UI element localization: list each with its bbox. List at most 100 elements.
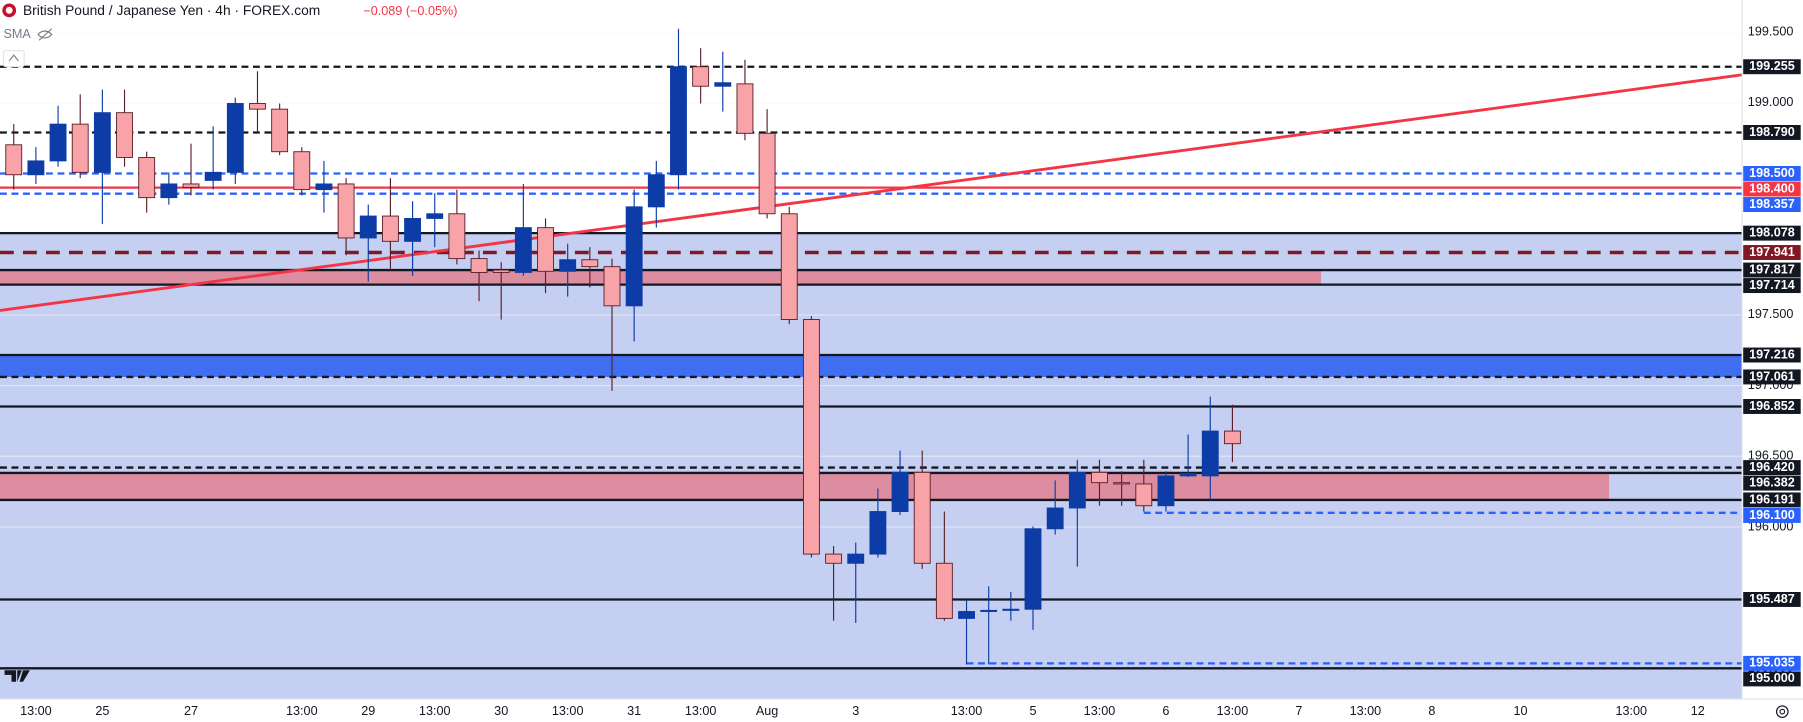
candle-body (670, 66, 687, 176)
candle-body (93, 112, 111, 173)
logo (4, 670, 30, 682)
level-label-box (1743, 591, 1801, 607)
settings-icon (1779, 708, 1786, 715)
price-change: −0.089 (−0.05%) (363, 4, 457, 18)
candle-body (913, 471, 931, 564)
indicator-label[interactable]: SMA (3, 27, 31, 41)
x-tick-label: 13:00 (20, 704, 52, 718)
level-label-box (1743, 245, 1801, 260)
candle-body (692, 66, 710, 87)
candle-body (1046, 507, 1064, 530)
candle-body (1002, 608, 1020, 611)
x-tick-label: 13:00 (1615, 704, 1647, 718)
header: British Pound / Japanese Yen · 4h · FORE… (2, 3, 457, 68)
hide-icon[interactable] (37, 28, 53, 41)
candle-body (381, 215, 399, 242)
collapse-button[interactable] (2, 50, 25, 68)
y-tick-label: 197.500 (1748, 307, 1794, 321)
candle-body (537, 227, 554, 272)
candle-body (71, 123, 89, 173)
level-label-box (1743, 125, 1801, 140)
level-label: 197.216 (1749, 347, 1795, 361)
candle-body (470, 258, 488, 273)
x-tick-label: 13:00 (419, 704, 451, 718)
zone (0, 270, 1322, 285)
x-tick-label: 13:00 (552, 704, 584, 718)
candle-body (249, 103, 266, 110)
level-label: 198.078 (1749, 225, 1795, 239)
candle-body (758, 132, 776, 215)
level-label-box (1743, 197, 1801, 212)
collapse-icon (8, 54, 19, 62)
symbol-title[interactable]: British Pound / Japanese Yen · 4h · FORE… (23, 3, 320, 18)
x-tick-label: 13:00 (1084, 704, 1116, 718)
level-label-box (1743, 475, 1801, 491)
level-label: 196.191 (1749, 492, 1795, 506)
x-tick-label: 30 (494, 704, 508, 718)
candle-body (182, 183, 200, 188)
tv-logo (4, 670, 30, 682)
candle-body (160, 183, 178, 199)
x-tick-label: 13:00 (286, 704, 318, 718)
candle-body (559, 259, 577, 272)
settings-icon[interactable] (1775, 705, 1789, 718)
level-label-box (1743, 262, 1801, 278)
level-label: 197.941 (1749, 245, 1795, 259)
settings[interactable] (1775, 705, 1789, 718)
level-label-box (1743, 278, 1801, 294)
candle-body (980, 609, 998, 612)
candle-body (1113, 482, 1131, 485)
trendline (0, 73, 1743, 312)
level-label-box (1743, 225, 1801, 241)
level-label: 195.000 (1749, 671, 1795, 685)
candle-body (337, 183, 355, 239)
candle-body (647, 174, 665, 208)
x-tick-label: 29 (361, 704, 375, 718)
candle-body (116, 112, 133, 158)
candle-body (869, 511, 887, 555)
candle-body (603, 266, 621, 307)
candle-body (1201, 430, 1219, 477)
x-tick-label: 12 (1691, 704, 1705, 718)
candle-body (1068, 471, 1086, 509)
level-label: 196.420 (1749, 460, 1795, 474)
x-tick-label: Aug (756, 704, 778, 718)
candle-body (1157, 475, 1175, 507)
level-label-box (1743, 181, 1801, 197)
zone (0, 233, 1743, 700)
candle-body (1179, 473, 1197, 477)
candle-body (5, 144, 23, 176)
level-label-box (1743, 507, 1801, 523)
level-label: 197.714 (1749, 278, 1795, 292)
y-tick-label: 199.500 (1748, 24, 1794, 38)
level-label: 196.382 (1749, 475, 1795, 489)
level-label-box (1743, 166, 1801, 181)
y-tick-label: 196.500 (1748, 449, 1794, 463)
candle-body (825, 553, 843, 564)
candle-body (404, 217, 422, 242)
level-label: 198.500 (1749, 166, 1795, 180)
x-tick-label: 13:00 (1350, 704, 1382, 718)
x-tick-label: 13:00 (685, 704, 717, 718)
level-label-box (1743, 492, 1801, 508)
level-label: 199.255 (1749, 59, 1795, 73)
candle-body (1223, 430, 1241, 445)
level-label-box (1743, 399, 1801, 414)
candle-body (492, 269, 510, 273)
candle-body (514, 227, 532, 273)
candle-body (581, 259, 599, 268)
candle-body (780, 213, 798, 320)
level-label: 196.852 (1749, 399, 1795, 413)
level-label-box (1743, 347, 1801, 363)
candle-body (802, 319, 820, 555)
x-tick-label: 8 (1428, 704, 1435, 718)
candle-body (359, 215, 377, 239)
x-tick-label: 6 (1162, 704, 1169, 718)
level-label-box (1743, 59, 1801, 75)
candle-body (293, 151, 311, 191)
candle-body (891, 471, 909, 512)
level-label: 198.357 (1749, 197, 1795, 211)
x-tick-label: 13:00 (951, 704, 983, 718)
x-tick-label: 25 (95, 704, 109, 718)
